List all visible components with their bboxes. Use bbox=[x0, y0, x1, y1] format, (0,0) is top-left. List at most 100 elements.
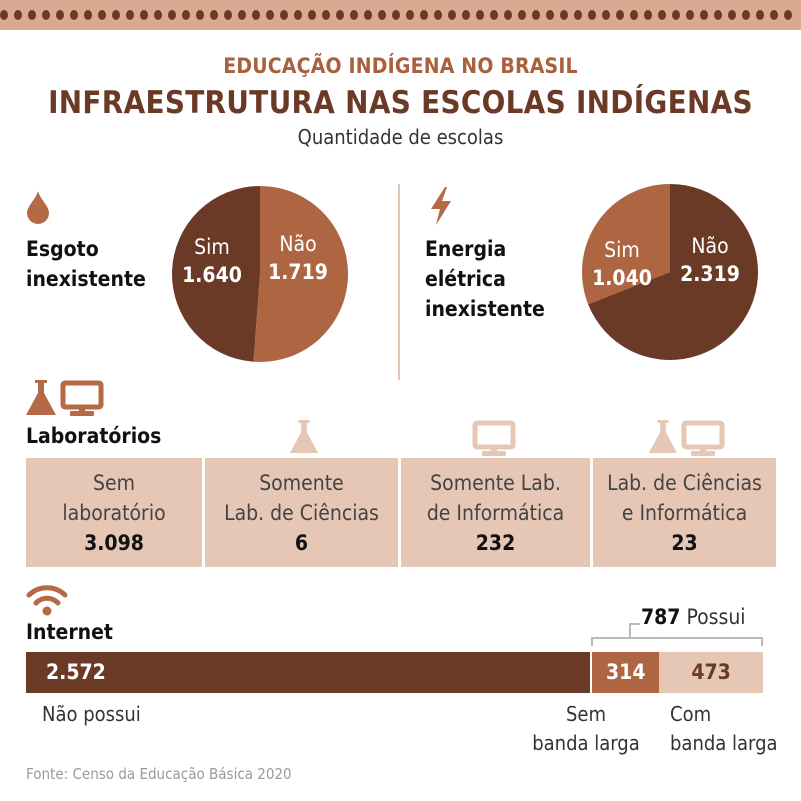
lab-cell-none: Sem laboratório 3.098 bbox=[26, 458, 202, 567]
narrowband-value: 314 bbox=[606, 660, 646, 684]
border-pattern-dot bbox=[504, 10, 512, 20]
sewage-no-slice-label: Não 1.719 bbox=[258, 230, 338, 286]
flask-icon bbox=[26, 380, 56, 415]
sewage-label: Esgoto inexistente bbox=[26, 234, 146, 294]
border-pattern-dot bbox=[14, 10, 22, 20]
energy-yes-slice bbox=[582, 184, 670, 305]
page-title: INFRAESTRUTURA NAS ESCOLAS INDÍGENAS bbox=[48, 85, 753, 121]
border-pattern-dot bbox=[266, 10, 274, 20]
border-pattern-dot bbox=[462, 10, 470, 20]
lab-cell-line2: de Informática bbox=[426, 501, 565, 525]
border-pattern-dot bbox=[154, 10, 162, 20]
border-pattern-dot bbox=[434, 10, 442, 20]
lab-cell-computing-only: Somente Lab. de Informática 232 bbox=[401, 458, 590, 567]
border-pattern-dot bbox=[308, 10, 316, 20]
energy-pie-chart bbox=[582, 184, 758, 360]
source-note: Fonte: Censo da Educação Básica 2020 bbox=[26, 765, 292, 783]
energy-no-slice-label: Não 2.319 bbox=[668, 232, 752, 288]
lab-cell-value: 3.098 bbox=[84, 531, 144, 555]
lab-cell-line1: Sem bbox=[92, 471, 136, 495]
broadband-label-line2: banda larga bbox=[670, 731, 778, 755]
lab-cell-value: 232 bbox=[475, 531, 516, 555]
sewage-no-label: Não bbox=[279, 232, 317, 256]
internet-bar-narrowband: 314 bbox=[592, 652, 660, 693]
section-divider bbox=[398, 184, 400, 380]
broadband-label-line1: Com bbox=[670, 702, 712, 726]
border-pattern-dot bbox=[224, 10, 232, 20]
sewage-yes-slice-label: Sim 1.640 bbox=[168, 233, 256, 289]
lab-cell-line1: Lab. de Ciências bbox=[607, 471, 762, 495]
lab-cell-value: 6 bbox=[294, 531, 309, 555]
wifi-icon bbox=[26, 585, 68, 616]
border-pattern-dot bbox=[252, 10, 260, 20]
border-pattern-dot bbox=[140, 10, 148, 20]
border-pattern-dot bbox=[238, 10, 246, 20]
subtitle: Quantidade de escolas bbox=[297, 125, 504, 149]
broadband-label: Com banda larga bbox=[670, 700, 798, 758]
has-internet-annotation: 787 Possui bbox=[641, 605, 746, 629]
drop-icon bbox=[27, 191, 49, 224]
border-pattern-dot bbox=[784, 10, 792, 20]
lab-cell-line1: Somente Lab. bbox=[430, 471, 561, 495]
sewage-no-value: 1.719 bbox=[268, 260, 328, 284]
border-pattern-dot bbox=[28, 10, 36, 20]
narrowband-label-line2: banda larga bbox=[532, 731, 640, 755]
border-pattern-dot bbox=[0, 10, 8, 20]
sewage-no-slice bbox=[253, 186, 348, 362]
border-pattern-dot bbox=[602, 10, 610, 20]
border-pattern-dot bbox=[560, 10, 568, 20]
border-pattern-dot bbox=[56, 10, 64, 20]
lab-cell-line2: e Informática bbox=[621, 501, 748, 525]
border-pattern-dot bbox=[700, 10, 708, 20]
border-pattern-dot bbox=[182, 10, 190, 20]
flask-icon bbox=[648, 420, 678, 453]
internet-bar-no-access: 2.572 bbox=[26, 652, 591, 693]
sewage-yes-value: 1.640 bbox=[182, 263, 242, 287]
energy-label-line1: Energia bbox=[425, 237, 507, 261]
border-pattern-dot bbox=[84, 10, 92, 20]
lab-cell-science-only: Somente Lab. de Ciências 6 bbox=[205, 458, 398, 567]
border-pattern-dot bbox=[280, 10, 288, 20]
border-pattern-dot bbox=[672, 10, 680, 20]
energy-label: Energia elétrica inexistente bbox=[425, 234, 545, 324]
no-access-label: Não possui bbox=[42, 702, 141, 726]
border-pattern-dot bbox=[644, 10, 652, 20]
labs-heading: Laboratórios bbox=[26, 424, 162, 448]
border-pattern-dot bbox=[294, 10, 302, 20]
border-pattern-dot bbox=[448, 10, 456, 20]
border-pattern-dot bbox=[546, 10, 554, 20]
narrowband-label-line1: Sem bbox=[565, 702, 607, 726]
energy-no-label: Não bbox=[691, 234, 729, 258]
sewage-yes-label: Sim bbox=[194, 235, 230, 259]
border-pattern-dot bbox=[616, 10, 624, 20]
sewage-label-line2: inexistente bbox=[26, 267, 146, 291]
border-pattern-dot bbox=[210, 10, 218, 20]
internet-bar-broadband: 473 bbox=[659, 652, 763, 693]
internet-heading: Internet bbox=[26, 620, 113, 644]
energy-label-line2: elétrica bbox=[425, 267, 506, 291]
border-pattern-dot bbox=[714, 10, 722, 20]
lab-cell-line2: Lab. de Ciências bbox=[224, 501, 379, 525]
decorative-border bbox=[0, 0, 801, 30]
border-pattern-dot bbox=[770, 10, 778, 20]
has-internet-bracket bbox=[591, 623, 763, 646]
border-pattern-dot bbox=[518, 10, 526, 20]
border-pattern-dot bbox=[420, 10, 428, 20]
energy-yes-slice-label: Sim 1.040 bbox=[584, 236, 660, 292]
border-band-background bbox=[0, 0, 801, 30]
border-pattern-dot bbox=[588, 10, 596, 20]
has-internet-label: Possui bbox=[686, 605, 746, 629]
border-pattern-dot bbox=[658, 10, 666, 20]
sewage-label-line1: Esgoto bbox=[26, 237, 99, 261]
lab-cell-both: Lab. de Ciências e Informática 23 bbox=[593, 458, 776, 567]
lab-cell-line2: laboratório bbox=[62, 501, 166, 525]
border-pattern-dot bbox=[686, 10, 694, 20]
border-pattern-dot bbox=[98, 10, 106, 20]
border-pattern-dot bbox=[196, 10, 204, 20]
border-pattern-dot bbox=[756, 10, 764, 20]
lightning-icon bbox=[431, 187, 451, 225]
energy-no-slice bbox=[588, 184, 758, 360]
border-pattern-dot bbox=[406, 10, 414, 20]
border-pattern-dot bbox=[168, 10, 176, 20]
border-pattern-dot bbox=[322, 10, 330, 20]
